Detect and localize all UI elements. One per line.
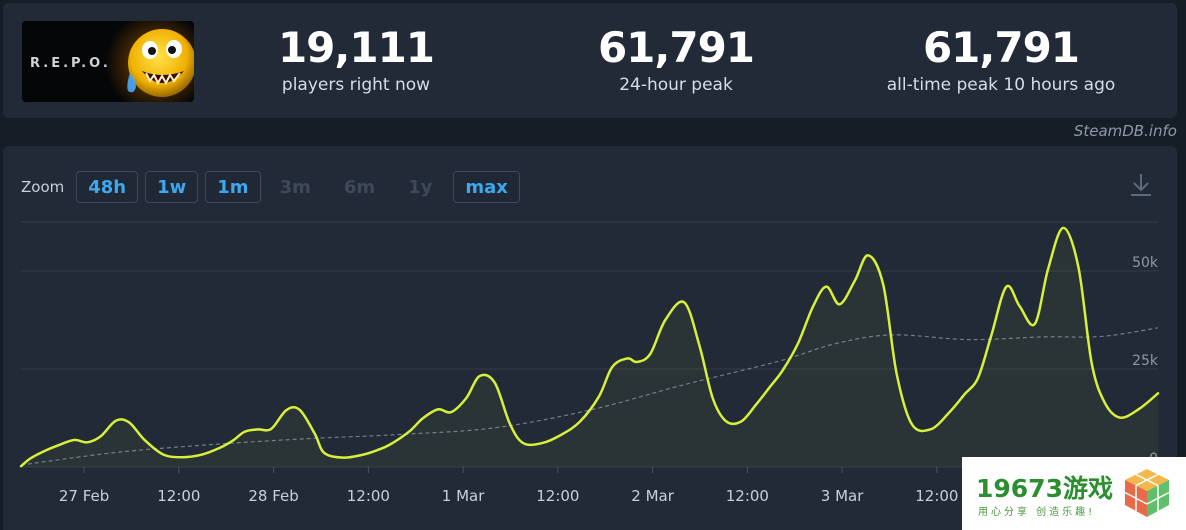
average-trend-line <box>20 327 1159 466</box>
logo-text: R.E.P.O. <box>30 56 111 71</box>
stat-all-time-peak: 61,791 all-time peak 10 hours ago <box>871 23 1131 95</box>
zoom-1m-button[interactable]: 1m <box>205 171 261 203</box>
game-logo-art: R.E.P.O. <box>22 21 194 102</box>
x-tick-label: 27 Feb <box>59 487 109 505</box>
download-icon[interactable] <box>1129 172 1153 198</box>
zoom-max-button[interactable]: max <box>453 171 520 203</box>
stat-value: 61,791 <box>597 23 755 72</box>
x-tick-label: 12:00 <box>347 487 390 505</box>
x-tick-label: 12:00 <box>915 487 958 505</box>
zoom-1y-button: 1y <box>408 176 433 198</box>
x-tick-label: 1 Mar <box>442 487 485 505</box>
stat-value: 61,791 <box>922 23 1080 72</box>
watermark-title: 19673游戏 <box>976 474 1113 503</box>
player-area-fill <box>21 227 1158 467</box>
zoom-label: Zoom <box>21 178 65 196</box>
stat-label: 24-hour peak <box>619 75 733 95</box>
zoom-1w-button[interactable]: 1w <box>145 171 199 203</box>
y-tick-label: 25k <box>1132 353 1159 369</box>
zoom-3m-button: 3m <box>279 176 311 198</box>
zoom-controls: Zoom 48h 1w 1m 3m 6m 1y max <box>21 170 527 204</box>
stat-value: 19,111 <box>277 23 435 72</box>
x-tick-label: 3 Mar <box>821 487 864 505</box>
stat-24h-peak: 61,791 24-hour peak <box>556 23 796 95</box>
y-tick-label: 50k <box>1132 255 1159 271</box>
zoom-6m-button: 6m <box>343 176 376 198</box>
zoom-48h-button[interactable]: 48h <box>76 171 139 203</box>
x-tick-label: 12:00 <box>536 487 579 505</box>
stat-players-now: 19,111 players right now <box>236 23 476 95</box>
cube-logo-icon <box>1124 469 1170 517</box>
x-tick-label: 2 Mar <box>631 487 674 505</box>
x-tick-label: 28 Feb <box>248 487 298 505</box>
x-tick-label: 12:00 <box>157 487 200 505</box>
stat-label: players right now <box>281 75 431 95</box>
game-logo[interactable]: R.E.P.O. <box>22 21 194 102</box>
watermark-subtitle: 用心分享 创造乐趣! <box>978 507 1096 518</box>
player-count-line[interactable] <box>19 226 1160 468</box>
source-credit-link[interactable]: SteamDB.info <box>1073 122 1177 140</box>
stat-label: all-time peak 10 hours ago <box>886 75 1116 95</box>
stats-card: R.E.P.O. 19,111 players right now 61,791… <box>3 3 1177 118</box>
watermark: 19673游戏 用心分享 创造乐趣! <box>962 457 1186 530</box>
x-tick-label: 12:00 <box>726 487 769 505</box>
